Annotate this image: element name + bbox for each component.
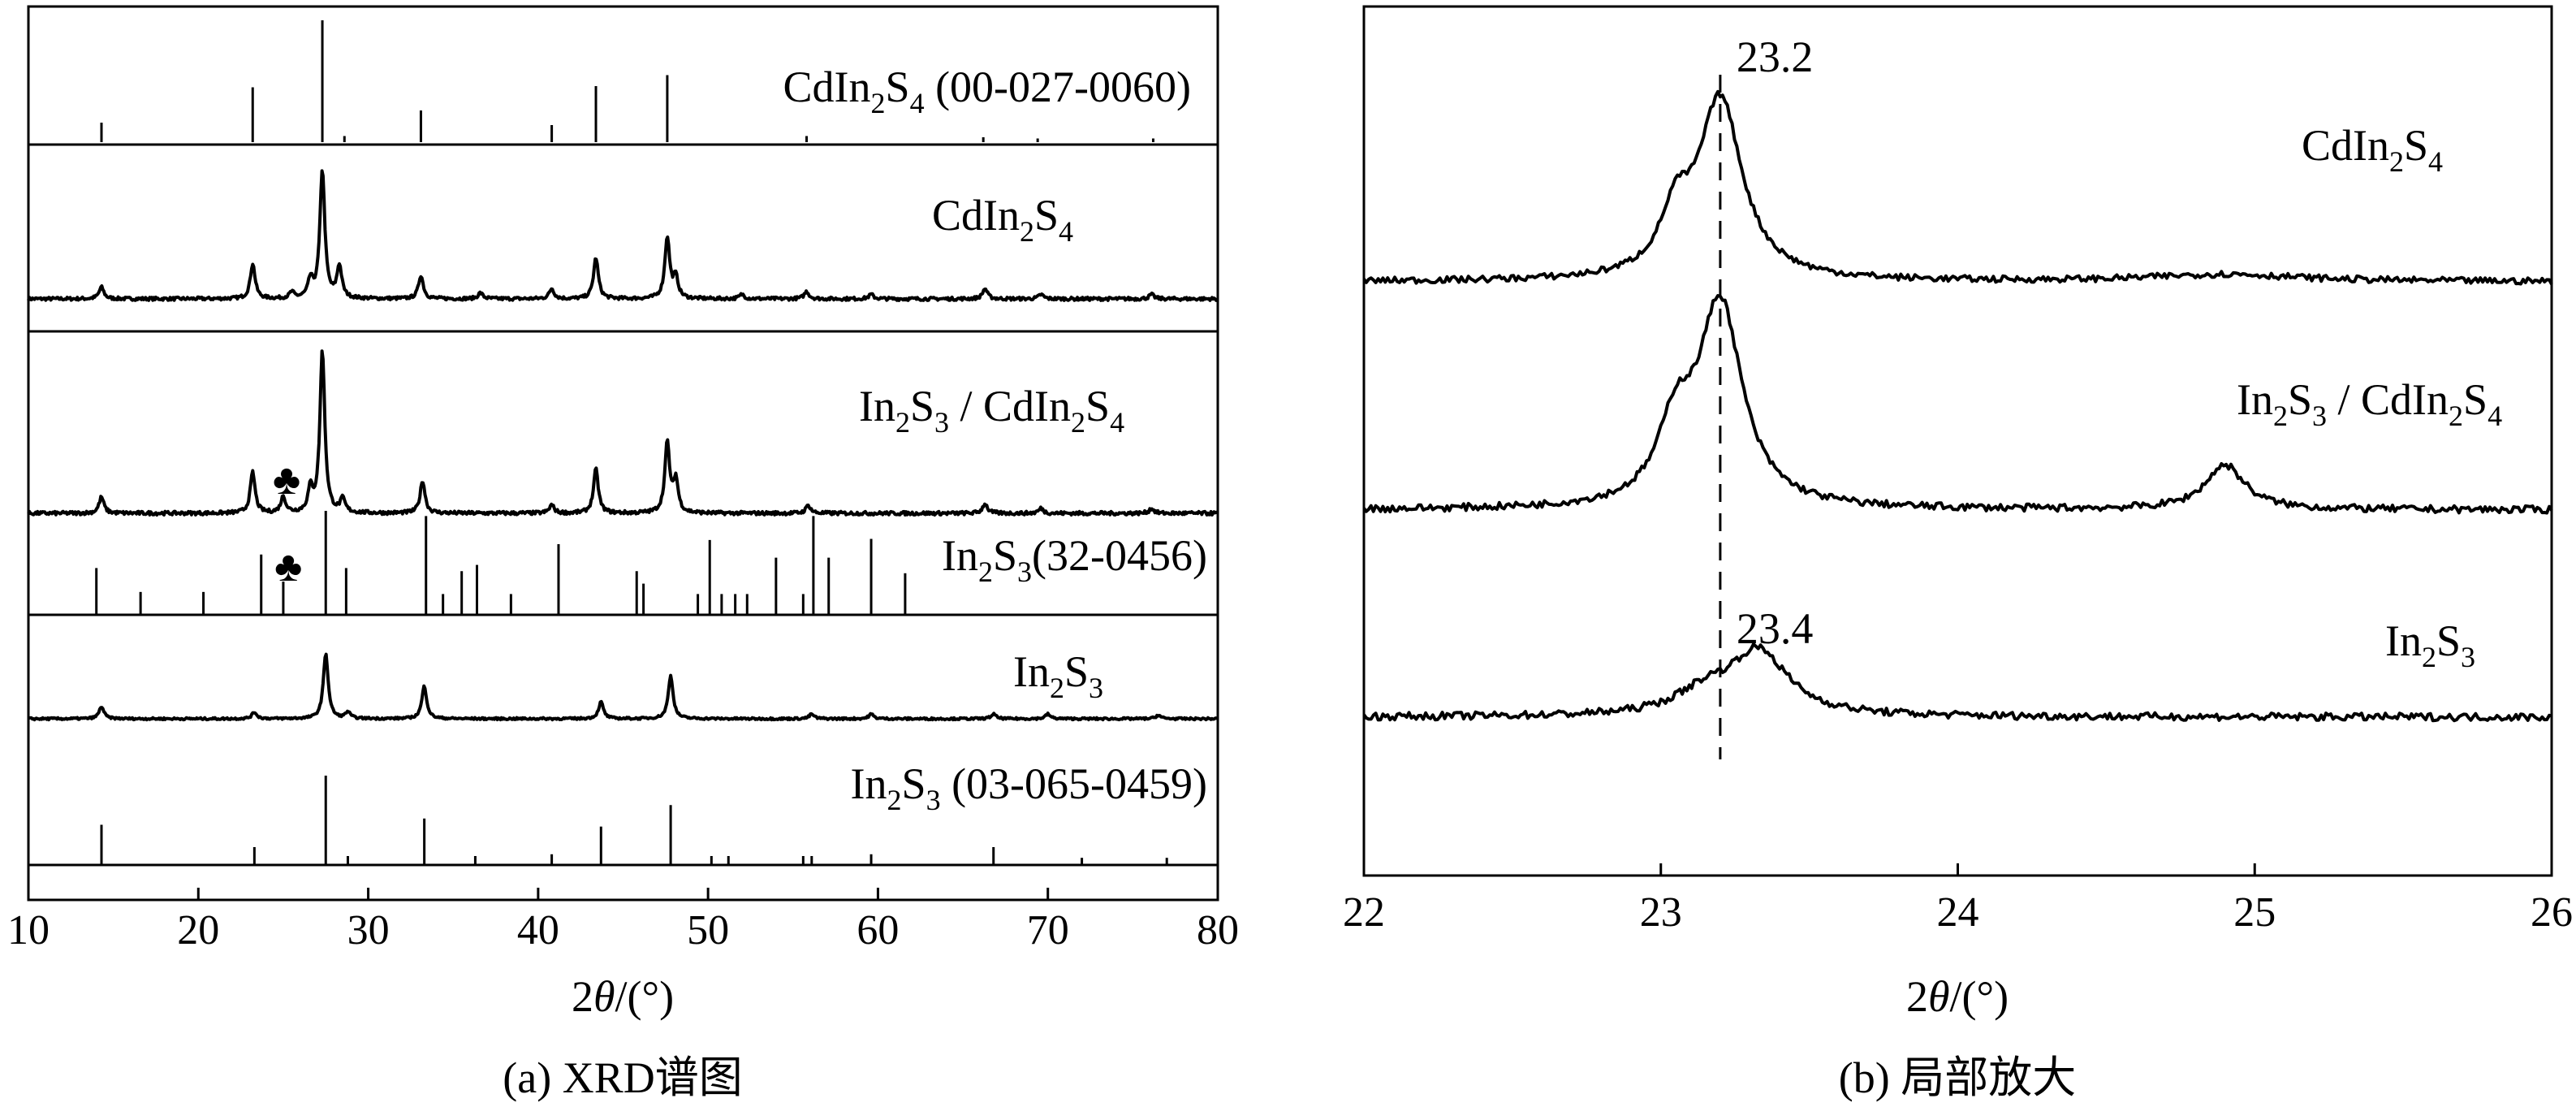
x-tick-label: 50 bbox=[687, 907, 729, 953]
panel-a-frame bbox=[27, 5, 1219, 902]
zoom-curve bbox=[1362, 89, 2553, 286]
phase-marker: ♣ bbox=[274, 544, 302, 590]
panel-a-label-composite: In2S3 / CdIn2S4 bbox=[859, 382, 1124, 439]
x-tick-label: 30 bbox=[347, 907, 390, 953]
panel-a-legend-ref-cdin2s4: CdIn2S4 (00-027-0060) bbox=[783, 63, 1191, 119]
panel-a-label-in2s3: In2S3 bbox=[1013, 647, 1103, 704]
x-tick-label: 80 bbox=[1197, 907, 1239, 953]
panel-a-xlabel: 2θ/(°) bbox=[572, 972, 674, 1021]
xrd-curve bbox=[28, 652, 1219, 722]
x-tick-label: 25 bbox=[2233, 889, 2276, 936]
panel-b-xlabel: 2θ/(°) bbox=[1906, 972, 2009, 1021]
x-tick-label: 26 bbox=[2531, 889, 2573, 936]
zoom-curve bbox=[1362, 294, 2553, 515]
x-tick-label: 40 bbox=[517, 907, 559, 953]
annotation-23-4: 23.4 bbox=[1737, 604, 1814, 653]
panel-b-label-composite: In2S3 / CdIn2S4 bbox=[2237, 375, 2502, 432]
panel-a-caption: (a) XRD谱图 bbox=[503, 1053, 742, 1102]
panel-a-legend-ref-in2s3-32: In2S3(32-0456) bbox=[942, 531, 1207, 588]
phase-marker: ♣ bbox=[273, 457, 300, 504]
panel-a-legend-ref-in2s3-03: In2S3 (03-065-0459) bbox=[851, 759, 1207, 816]
x-tick-label: 22 bbox=[1343, 889, 1385, 936]
panel-b-caption: (b) 局部放大 bbox=[1839, 1053, 2076, 1102]
x-tick-label: 10 bbox=[7, 907, 50, 953]
xrd-curve bbox=[27, 169, 1219, 302]
x-tick-label: 60 bbox=[857, 907, 899, 953]
zoom-curve bbox=[1362, 642, 2552, 723]
panel-a-xrd: ♣ ♣ 10 20 30 40 50 60 70 80 CdIn2S4 (00-027-0060… bbox=[7, 5, 1239, 1102]
x-tick-label: 23 bbox=[1640, 889, 1682, 936]
xrd-curve bbox=[27, 349, 1218, 517]
x-tick-label: 70 bbox=[1027, 907, 1069, 953]
panel-b-label-cdin2s4: CdIn2S4 bbox=[2302, 121, 2443, 178]
panel-b-zoom: 23.2 23.4 22 23 24 25 26 CdIn2S4 In2S3 / CdIn… bbox=[1343, 5, 2573, 1102]
x-tick-label: 20 bbox=[177, 907, 219, 953]
panel-a-label-cdin2s4: CdIn2S4 bbox=[932, 191, 1073, 248]
x-tick-label: 24 bbox=[1937, 889, 1979, 936]
annotation-23-2: 23.2 bbox=[1737, 32, 1814, 81]
panel-b-label-in2s3: In2S3 bbox=[2385, 616, 2475, 673]
